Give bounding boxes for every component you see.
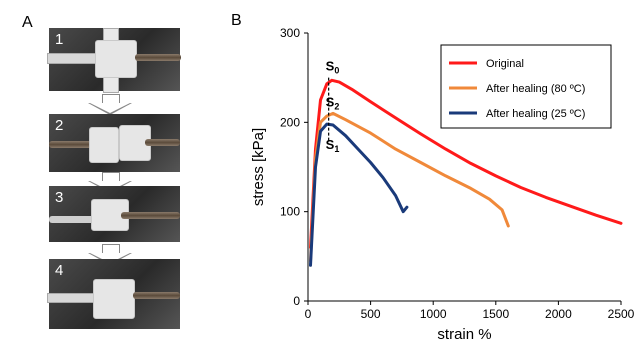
series-line-0 [309, 78, 623, 249]
photo-label: 1 [55, 31, 64, 48]
x-tick-label: 0 [305, 307, 312, 321]
series-line-2 [309, 122, 409, 267]
sample-pad [89, 127, 119, 163]
electrode [135, 54, 181, 61]
photo-label: 4 [55, 262, 64, 279]
y-axis-label: stress [kPa] [250, 128, 267, 206]
photo-step-2: 2 [49, 114, 180, 172]
annotation-label: S0 [326, 59, 340, 76]
electrode [49, 216, 101, 223]
photo-label: 2 [55, 117, 64, 134]
photo-step-3: 3 [49, 186, 180, 242]
photo-step-1: 1 [47, 28, 181, 93]
panel-a-letter: A [22, 14, 33, 31]
x-tick-label: 500 [361, 307, 381, 321]
sample-pad [95, 40, 137, 78]
photo-label: 3 [55, 189, 64, 206]
x-tick-label: 2000 [545, 307, 572, 321]
y-tick-label: 200 [280, 115, 300, 129]
x-tick-label: 1500 [482, 307, 509, 321]
y-tick-label: 0 [293, 294, 300, 308]
sample-pad [93, 279, 135, 319]
legend-label-1: After healing (80 ºC) [486, 83, 585, 95]
legend-label-2: After healing (25 ºC) [486, 108, 585, 120]
x-tick-label: 2500 [608, 307, 635, 321]
electrode [133, 292, 180, 299]
panel-b-letter: B [231, 12, 242, 29]
series-line-1 [309, 111, 510, 263]
x-axis-label: strain % [437, 326, 491, 343]
electrode [49, 141, 97, 148]
y-tick-label: 100 [280, 205, 300, 219]
x-tick-label: 1000 [420, 307, 447, 321]
legend-label-0: Original [486, 58, 524, 70]
annotation-label: S2 [326, 94, 340, 111]
electrode [145, 139, 180, 146]
y-tick-label: 300 [280, 26, 300, 40]
down-arrow-icon [88, 94, 132, 115]
photo-step-4: 4 [47, 259, 180, 329]
electrode [121, 212, 180, 219]
annotation-label: S1 [326, 137, 340, 154]
